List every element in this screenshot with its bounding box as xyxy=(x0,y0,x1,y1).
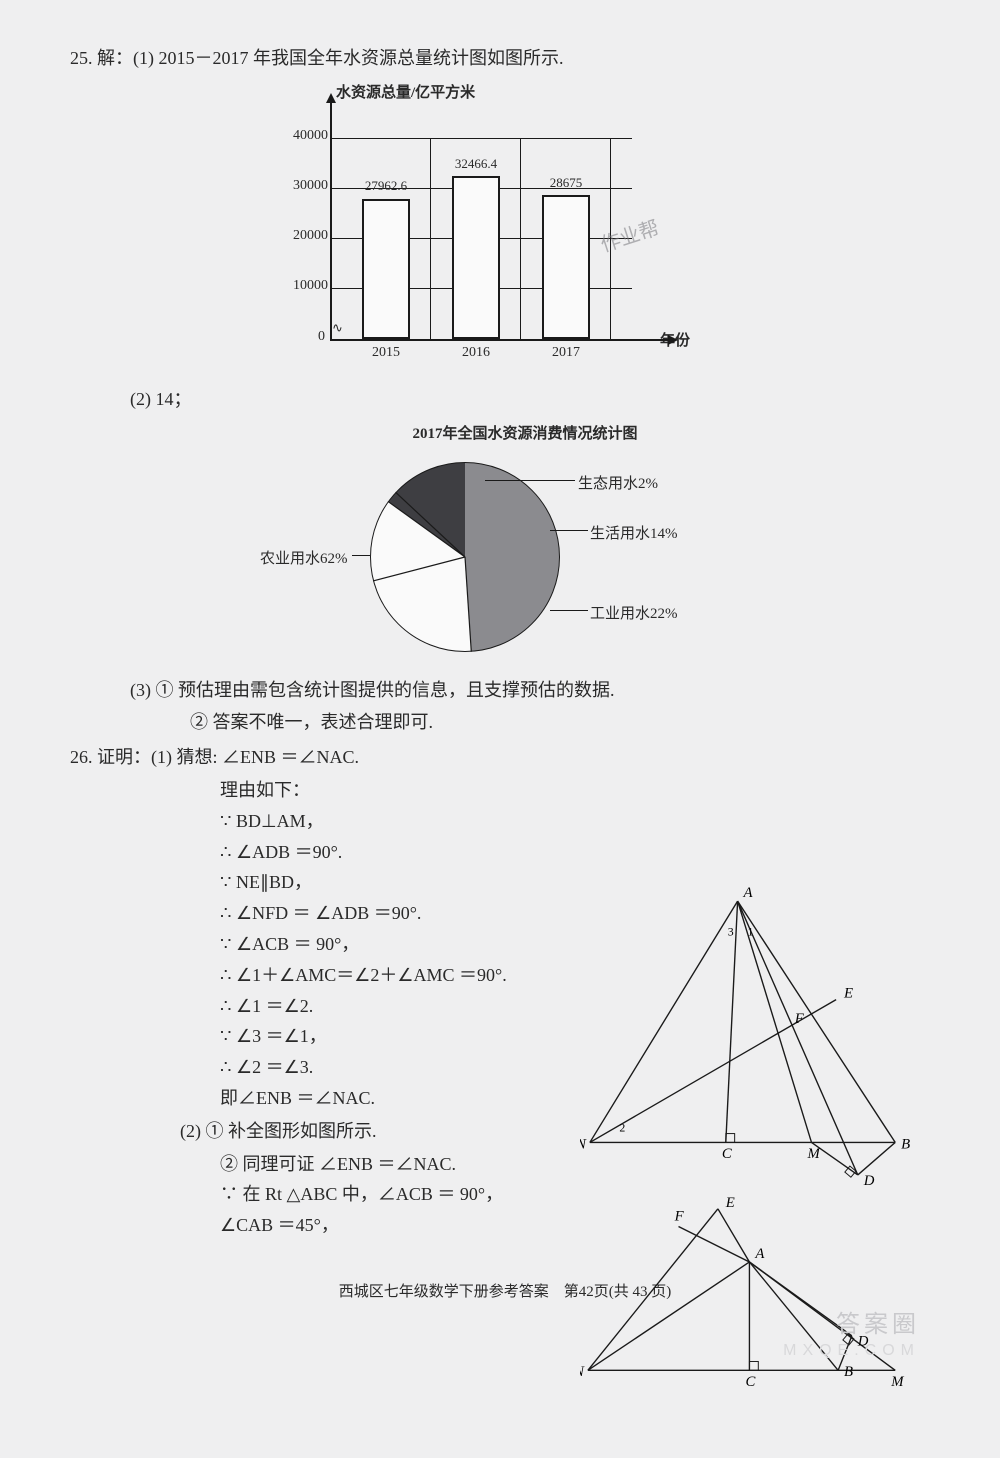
geometry-figure-1: A N C M B D E F 1 2 3 xyxy=(580,884,910,1194)
svg-text:D: D xyxy=(863,1173,875,1189)
page: 25. 解：(1) 2015－2017 年我国全年水资源总量统计图如图所示. 水… xyxy=(70,44,940,1304)
gridline xyxy=(520,139,521,339)
geometry-figure-2: EFANCBMD xyxy=(580,1194,910,1394)
bar xyxy=(542,195,590,338)
y-tick: 40000 xyxy=(280,125,328,147)
bar-value-label: 27962.6 xyxy=(352,176,420,197)
svg-text:N: N xyxy=(580,1136,587,1152)
svg-text:F: F xyxy=(674,1209,685,1225)
x-tick: 2017 xyxy=(536,342,596,364)
proof-step: 理由如下： xyxy=(70,776,940,805)
q25-part3b: ② 答案不唯一，表述合理即可. xyxy=(70,708,940,737)
svg-text:N: N xyxy=(580,1364,585,1380)
x-axis xyxy=(330,339,670,341)
svg-text:2: 2 xyxy=(619,1121,625,1135)
svg-text:F: F xyxy=(794,1011,805,1027)
svg-text:1: 1 xyxy=(747,925,753,939)
bar-value-label: 28675 xyxy=(532,173,600,194)
svg-text:E: E xyxy=(725,1195,735,1211)
q25-lead: 25. 解：(1) 2015－2017 年我国全年水资源总量统计图如图所示. xyxy=(70,44,940,73)
pie-slice-label: 农业用水62% xyxy=(260,547,348,571)
q25-part3a: (3) ① 预估理由需包含统计图提供的信息，且支撑预估的数据. xyxy=(70,676,940,705)
pie-slice-label: 生态用水2% xyxy=(578,472,658,496)
proof-step: ∴ ∠ADB ＝90°. xyxy=(70,838,940,867)
svg-text:C: C xyxy=(722,1146,732,1162)
pie-slice-label: 生活用水14% xyxy=(590,522,678,546)
svg-text:C: C xyxy=(745,1374,755,1390)
gridline xyxy=(430,139,431,339)
svg-text:A: A xyxy=(754,1246,765,1262)
svg-text:E: E xyxy=(843,986,853,1002)
x-tick: 2016 xyxy=(446,342,506,364)
proof-step: ∵ BD⊥AM， xyxy=(70,807,940,836)
axis-break-icon: ∿ xyxy=(332,318,341,339)
y-axis-label: 水资源总量/亿平方米 xyxy=(336,81,475,105)
q25-part2: (2) 14； xyxy=(70,385,940,414)
bar xyxy=(452,176,500,338)
y-tick: 10000 xyxy=(280,275,328,297)
q26-head: 26. 证明：(1) 猜想: ∠ENB ＝∠NAC. xyxy=(70,743,940,772)
pie-chart-container: 生态用水2% 生活用水14% 工业用水22% 农业用水62% xyxy=(250,452,770,672)
y-axis xyxy=(330,101,332,341)
svg-text:A: A xyxy=(743,885,754,901)
bar-chart-container: 水资源总量/亿平方米 年份 0 ∿ 1000020000300004000027… xyxy=(270,81,940,381)
y-axis-arrow-icon xyxy=(326,93,336,103)
y-tick: 30000 xyxy=(280,175,328,197)
pie-slice-label: 工业用水22% xyxy=(590,602,678,626)
x-axis-arrow-icon xyxy=(668,335,678,345)
watermark-url: MXQE.COM xyxy=(783,1338,920,1364)
gridline xyxy=(332,138,632,139)
svg-text:B: B xyxy=(844,1364,853,1380)
x-tick: 2015 xyxy=(356,342,416,364)
pie-chart-title: 2017年全国水资源消费情况统计图 xyxy=(110,422,940,446)
svg-text:B: B xyxy=(901,1136,910,1152)
svg-text:M: M xyxy=(890,1374,904,1390)
y-tick: 20000 xyxy=(280,225,328,247)
leader-line xyxy=(352,555,370,556)
svg-text:M: M xyxy=(807,1146,821,1162)
bar-value-label: 32466.4 xyxy=(442,154,510,175)
zero-label: 0 xyxy=(318,326,325,348)
bar xyxy=(362,199,410,339)
svg-text:3: 3 xyxy=(728,925,734,939)
